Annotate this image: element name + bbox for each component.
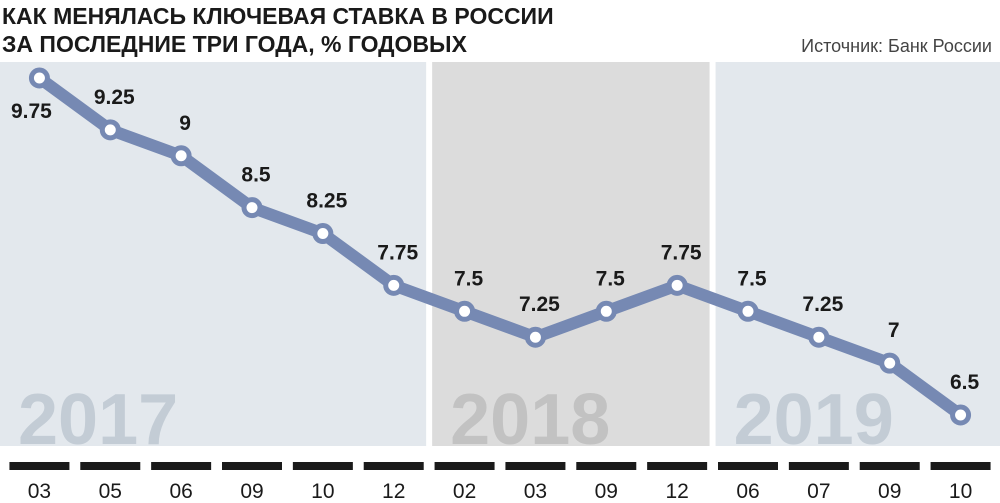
category-bar [576, 462, 637, 470]
x-tick-label: 12 [665, 480, 688, 503]
value-label: 8.5 [241, 164, 271, 187]
category-bar [434, 462, 495, 470]
point [454, 300, 476, 322]
source: Источник: Банк России [801, 36, 992, 56]
category-bar [363, 462, 424, 470]
x-tick-label: 02 [453, 480, 476, 503]
chart-title: ЗА ПОСЛЕДНИЕ ТРИ ГОДА, % ГОДОВЫХ [2, 31, 468, 57]
period-label: 2019 [734, 380, 894, 460]
category-bar [718, 462, 778, 470]
x-tick-label: 06 [736, 480, 759, 503]
point [312, 223, 334, 245]
x-tick-label: 03 [524, 480, 547, 503]
x-tick-label: 06 [169, 480, 192, 503]
value-label: 7 [888, 319, 900, 342]
category-bar [151, 462, 212, 470]
point [383, 274, 405, 296]
category-bar [222, 462, 282, 470]
value-label: 7.5 [596, 267, 626, 290]
category-bar [505, 462, 566, 470]
value-label: 7.75 [661, 241, 702, 264]
x-tick-label: 09 [878, 480, 901, 503]
x-tick-label: 09 [240, 480, 263, 503]
value-label: 9.75 [11, 100, 52, 123]
x-tick-label: 10 [949, 480, 972, 503]
period-label: 2017 [18, 380, 178, 460]
point [808, 326, 830, 348]
x-tick-label: 07 [807, 480, 830, 503]
x-tick-label: 12 [382, 480, 405, 503]
category-bar [9, 462, 70, 470]
point [241, 197, 263, 219]
category-bar [292, 462, 353, 470]
category-bar [788, 462, 849, 470]
point [99, 119, 121, 141]
value-label: 9.25 [94, 86, 135, 109]
point [666, 274, 688, 296]
value-label: 6.5 [950, 371, 980, 394]
chart-title: КАК МЕНЯЛАСЬ КЛЮЧЕВАЯ СТАВКА В РОССИИ [2, 3, 554, 29]
point [737, 300, 759, 322]
point [879, 352, 901, 374]
x-tick-label: 10 [311, 480, 334, 503]
value-label: 9 [179, 112, 191, 135]
category-bar [930, 462, 991, 470]
point [950, 404, 972, 426]
value-label: 7.25 [802, 293, 843, 316]
period-panel [432, 62, 710, 446]
category-bar [80, 462, 141, 470]
x-tick-label: 05 [99, 480, 122, 503]
line [35, 73, 965, 420]
value-label: 7.25 [519, 293, 560, 316]
point [595, 300, 617, 322]
category-bar [647, 462, 708, 470]
period-panel [715, 62, 1000, 446]
x-tick-label: 09 [595, 480, 618, 503]
value-label: 8.25 [306, 190, 347, 213]
value-label: 7.5 [454, 267, 484, 290]
point [170, 145, 192, 167]
x-tick-label: 03 [28, 480, 51, 503]
category-bar [859, 462, 920, 470]
value-label: 7.5 [737, 267, 767, 290]
point [524, 326, 546, 348]
period-label: 2018 [450, 380, 610, 460]
point [28, 67, 50, 89]
value-label: 7.75 [377, 241, 418, 264]
